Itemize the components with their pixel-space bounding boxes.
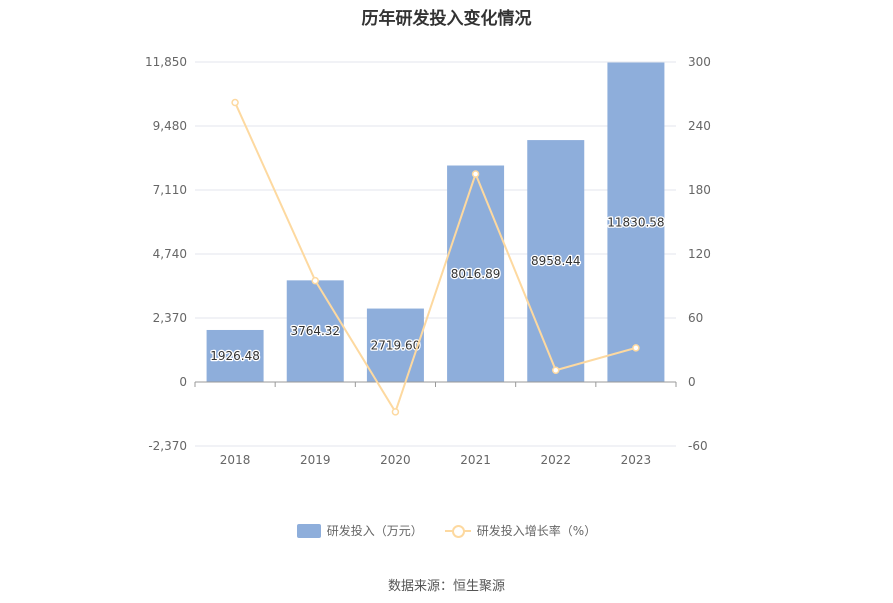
y-right-tick-label: 180 — [688, 183, 711, 197]
x-tick-label: 2019 — [300, 453, 331, 467]
zero-axis — [194, 381, 677, 387]
line-point — [552, 366, 560, 375]
axis-ticks: -2,370 0 2,370 4,740 7,110 9,480 11,850 -60 0 60 1… — [145, 55, 711, 467]
legend: 研发投入（万元） 研发投入增长率（%） — [0, 522, 893, 539]
bar — [607, 62, 665, 383]
y-left-tick-label: -2,370 — [148, 439, 187, 453]
bar — [366, 308, 424, 382]
y-right-tick-label: 240 — [688, 119, 711, 133]
bar — [206, 329, 264, 382]
bar-data-labels: 1926.48 3764.32 2719.60 8016.89 8958.44 11830… — [209, 214, 666, 364]
y-left-tick-label: 0 — [179, 375, 187, 389]
bar-data-label: 8016.89 — [451, 267, 501, 281]
y-left-tick-label: 7,110 — [153, 183, 187, 197]
y-right-tick-label: 300 — [688, 55, 711, 69]
line-point — [471, 170, 480, 178]
y-left-tick-label: 4,740 — [153, 247, 187, 261]
legend-line-label: 研发投入增长率（%） — [476, 524, 597, 538]
line-point — [311, 276, 319, 285]
line-point — [231, 98, 239, 107]
bar-series — [206, 62, 665, 383]
y-right-tick-label: 120 — [688, 247, 711, 261]
line-point — [391, 408, 400, 416]
line-series — [231, 98, 640, 416]
line-path — [234, 102, 637, 415]
legend-bar-swatch — [296, 523, 321, 538]
bar-data-label: 3764.32 — [290, 324, 340, 338]
chart-title: 历年研发投入变化情况 — [361, 9, 532, 29]
legend-item-line[interactable]: 研发投入增长率（%） — [444, 522, 597, 539]
grid-lines — [195, 61, 676, 447]
y-left-tick-label: 9,480 — [153, 119, 187, 133]
bar — [286, 280, 344, 382]
legend-item-bar[interactable]: 研发投入（万元） — [296, 522, 423, 539]
x-tick-label: 2022 — [540, 453, 571, 467]
x-tick-label: 2020 — [380, 453, 411, 467]
line-point — [632, 344, 640, 352]
y-left-tick-label: 11,850 — [145, 55, 187, 69]
legend-bar-label: 研发投入（万元） — [326, 524, 423, 538]
x-tick-label: 2021 — [460, 453, 491, 467]
y-right-tick-label: 0 — [688, 375, 696, 389]
bar-data-label: 2719.60 — [371, 338, 421, 352]
bar — [447, 165, 505, 382]
x-tick-label: 2018 — [220, 453, 251, 467]
bar — [527, 140, 585, 382]
y-left-tick-label: 2,370 — [153, 311, 187, 325]
y-right-tick-label: 60 — [688, 311, 703, 325]
bar-data-label: 8958.44 — [531, 254, 581, 268]
y-right-tick-label: -60 — [688, 439, 708, 453]
legend-line-swatch — [444, 524, 471, 538]
x-tick-label: 2023 — [621, 453, 652, 467]
bar-data-label: 1926.48 — [210, 349, 260, 363]
bar-data-label: 11830.58 — [607, 215, 664, 229]
data-source: 数据来源：恒生聚源 — [387, 579, 505, 594]
